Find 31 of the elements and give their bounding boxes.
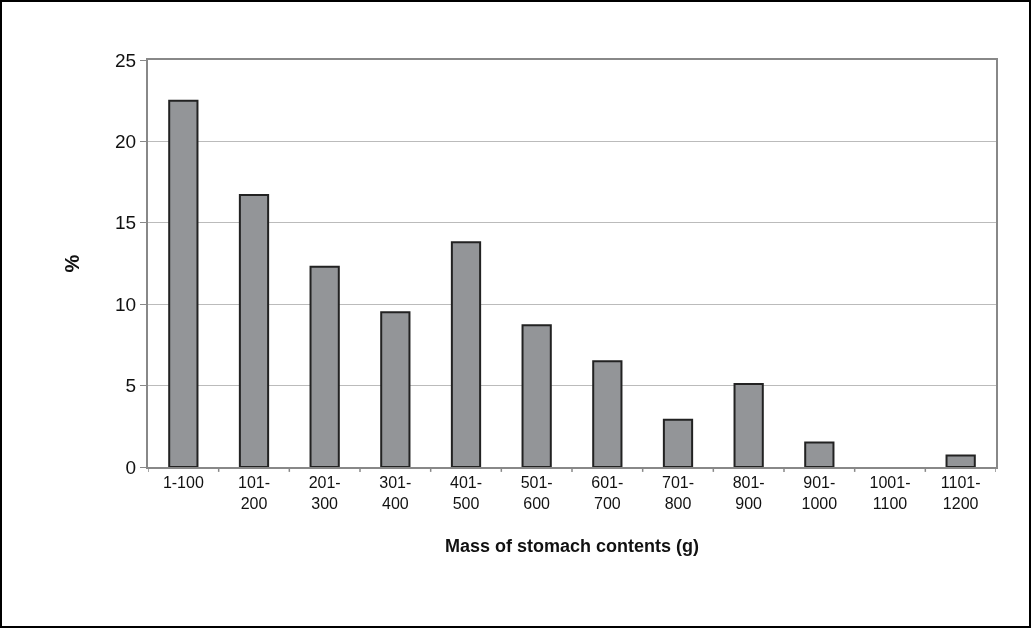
x-tick-label: 701-800 xyxy=(661,474,695,512)
y-tick-label: 15 xyxy=(115,212,137,234)
x-tick-label: 1001-1100 xyxy=(869,474,911,512)
bar xyxy=(592,360,623,467)
bar xyxy=(380,311,411,467)
y-axis-title: % xyxy=(61,254,84,273)
bar xyxy=(733,382,764,467)
y-tick-label: 5 xyxy=(125,375,137,397)
x-tick-label: 1101-1200 xyxy=(940,474,981,512)
bar xyxy=(168,99,199,467)
x-tick-label: 101-200 xyxy=(237,474,271,512)
x-tick-label: 501-600 xyxy=(520,474,553,512)
x-tick-label: 301-400 xyxy=(379,474,412,512)
x-tick-label: 601-700 xyxy=(591,474,624,512)
x-axis-title: Mass of stomach contents (g) xyxy=(444,535,700,556)
bar xyxy=(450,241,482,467)
bar xyxy=(662,418,694,467)
bar xyxy=(804,441,835,467)
y-tick-label: 20 xyxy=(115,131,137,153)
x-tick-label: 401-500 xyxy=(449,474,483,512)
bar xyxy=(945,454,976,467)
bar xyxy=(521,324,552,467)
bar xyxy=(309,265,340,467)
bar xyxy=(238,194,270,467)
x-tick-label: 801-900 xyxy=(732,474,765,512)
y-tick-label: 10 xyxy=(115,293,137,315)
y-tick-label: 0 xyxy=(125,456,137,478)
x-tick-label: 201-300 xyxy=(308,474,341,512)
x-tick-label: 1-100 xyxy=(162,474,204,492)
x-tick-label: 901-1000 xyxy=(801,474,838,512)
y-tick-label: 25 xyxy=(115,49,137,71)
